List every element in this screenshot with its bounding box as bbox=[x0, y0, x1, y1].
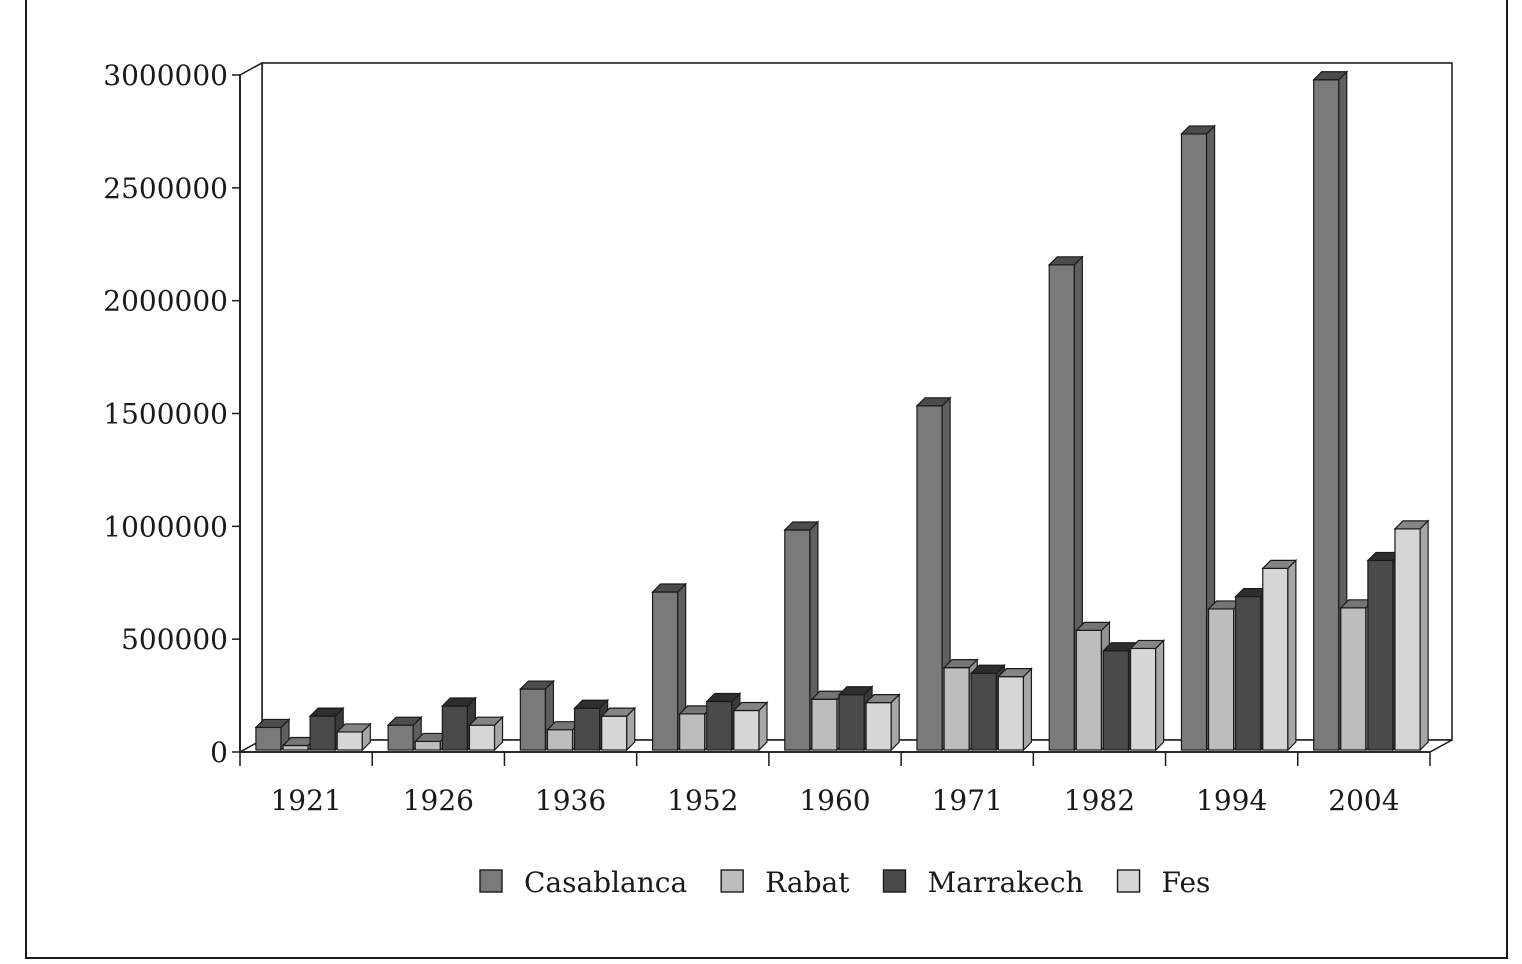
bar bbox=[1180, 124, 1217, 752]
bar bbox=[600, 706, 637, 752]
x-tick-label: 2004 bbox=[1328, 784, 1399, 817]
bar bbox=[705, 692, 742, 752]
x-tick-label: 1994 bbox=[1196, 784, 1267, 817]
legend-label: Rabat bbox=[765, 866, 850, 899]
x-tick-label: 1936 bbox=[535, 784, 606, 817]
bar bbox=[440, 696, 477, 752]
labels-layer: 0 500000 1000000 1500000 2000000 2500000 30000… bbox=[103, 59, 1399, 817]
legend-item: Fes bbox=[1116, 866, 1211, 899]
bar bbox=[678, 704, 715, 752]
bar bbox=[996, 667, 1033, 752]
bar bbox=[467, 715, 504, 752]
y-tick-label: 1000000 bbox=[103, 510, 228, 543]
legend: Casablanca Rabat Marrakech Fes bbox=[479, 866, 1211, 899]
legend-swatch bbox=[720, 869, 744, 893]
bar bbox=[915, 396, 952, 752]
bar bbox=[1261, 558, 1298, 752]
legend-label: Casablanca bbox=[524, 866, 687, 899]
x-tick-label: 1926 bbox=[403, 784, 474, 817]
legend-item: Rabat bbox=[720, 866, 850, 899]
x-tick-label: 1921 bbox=[270, 784, 341, 817]
x-tick-label: 1971 bbox=[932, 784, 1003, 817]
bar bbox=[1047, 255, 1084, 752]
y-tick-label: 1500000 bbox=[103, 398, 228, 431]
legend-item: Marrakech bbox=[882, 866, 1084, 899]
legend-item: Casablanca bbox=[479, 866, 687, 899]
legend-label: Fes bbox=[1162, 866, 1211, 899]
x-tick-label: 1960 bbox=[799, 784, 870, 817]
x-tick-label: 1982 bbox=[1064, 784, 1135, 817]
y-tick-label: 2500000 bbox=[103, 172, 228, 205]
y-tick-label: 0 bbox=[210, 736, 228, 769]
bar bbox=[1312, 70, 1349, 752]
bar bbox=[254, 717, 291, 752]
y-tick-label: 500000 bbox=[121, 623, 228, 656]
bars-layer bbox=[254, 70, 1430, 752]
bar bbox=[1129, 639, 1166, 752]
legend-swatch bbox=[479, 869, 503, 893]
y-tick-label: 3000000 bbox=[103, 59, 228, 92]
x-tick-label: 1952 bbox=[667, 784, 738, 817]
legend-swatch bbox=[1116, 869, 1141, 893]
bar bbox=[651, 582, 688, 752]
legend-swatch bbox=[882, 869, 907, 893]
bar bbox=[732, 701, 769, 752]
bar bbox=[335, 722, 372, 752]
side-wall bbox=[239, 61, 263, 754]
bar bbox=[386, 715, 423, 752]
bar bbox=[1393, 519, 1430, 752]
legend-label: Marrakech bbox=[927, 866, 1083, 899]
bar bbox=[864, 693, 901, 752]
axes-layer bbox=[232, 61, 1453, 766]
y-tick-label: 2000000 bbox=[103, 285, 228, 318]
